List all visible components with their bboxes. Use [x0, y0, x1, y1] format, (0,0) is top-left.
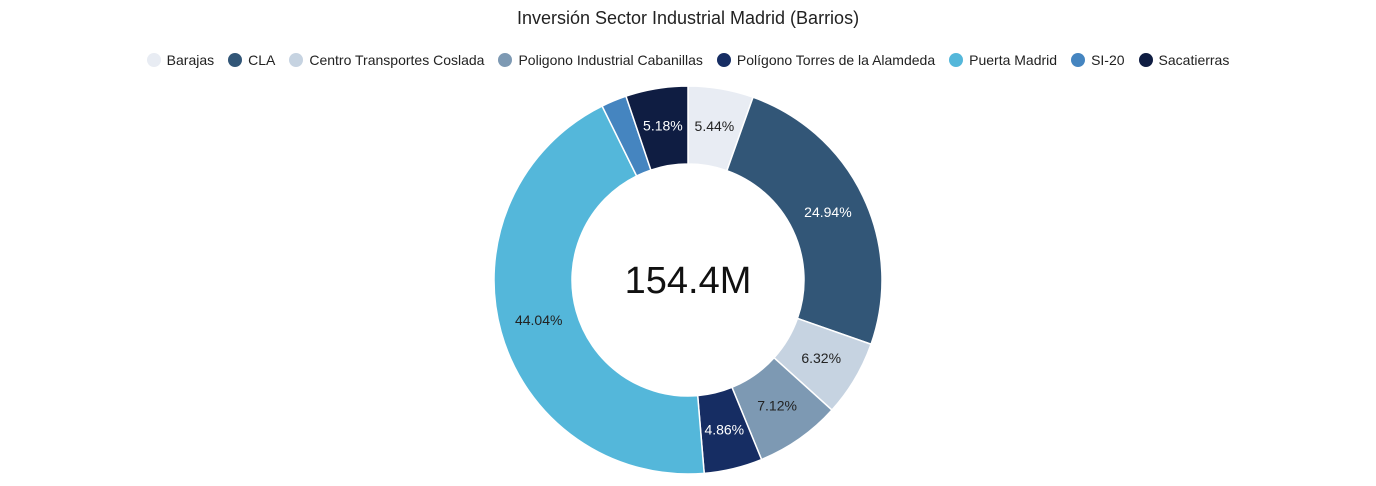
donut-slice-1[interactable] [725, 96, 883, 346]
legend-swatch [1138, 53, 1153, 67]
slices-group [493, 85, 883, 475]
legend-label: Sacatierras [1158, 52, 1230, 68]
legend-label: Poligono Industrial Cabanillas [518, 52, 703, 68]
legend-item-1[interactable]: CLA [228, 52, 275, 68]
legend-label: SI-20 [1091, 52, 1125, 68]
legend-swatch [228, 53, 243, 67]
legend-label: CLA [248, 52, 276, 68]
center-total-value: 154.4M [625, 260, 752, 302]
legend-swatch [498, 53, 513, 67]
chart-title: Inversión Sector Industrial Madrid (Barr… [516, 8, 860, 28]
slice-label-7: 5.18% [643, 118, 683, 134]
legend-swatch [949, 53, 964, 67]
slice-label-5: 44.04% [515, 312, 562, 328]
legend-item-2[interactable]: Centro Transportes Coslada [289, 52, 484, 68]
slice-label-2: 6.32% [801, 350, 841, 366]
legend-item-7[interactable]: Sacatierras [1138, 52, 1230, 68]
slice-label-3: 7.12% [757, 398, 797, 414]
labels-group: 5.44% 24.94% 6.32% 7.12% 4.86% 44.04% 5.18% [515, 118, 852, 438]
legend-swatch [1071, 53, 1086, 67]
legend-item-4[interactable]: Polígono Torres de la Alamdeda [716, 52, 936, 68]
donut-slice-7[interactable] [625, 85, 689, 172]
legend-label: Puerta Madrid [969, 52, 1058, 68]
legend-swatch [289, 53, 304, 67]
legend-label: Barajas [166, 52, 215, 68]
legend-item-3[interactable]: Poligono Industrial Cabanillas [498, 52, 703, 68]
slice-label-1: 24.94% [804, 204, 851, 220]
chart-legend: Barajas CLA Centro Transportes Coslada Poli… [0, 52, 1376, 68]
legend-label: Polígono Torres de la Alamdeda [736, 52, 936, 68]
donut-slice-5[interactable] [493, 105, 706, 475]
legend-label: Centro Transportes Coslada [309, 52, 485, 68]
slice-label-0: 5.44% [695, 118, 735, 134]
legend-item-0[interactable]: Barajas [146, 52, 215, 68]
slice-label-4: 4.86% [704, 421, 744, 437]
legend-swatch [146, 53, 161, 67]
legend-item-6[interactable]: SI-20 [1071, 52, 1125, 68]
legend-swatch [716, 53, 731, 67]
legend-item-5[interactable]: Puerta Madrid [949, 52, 1057, 68]
